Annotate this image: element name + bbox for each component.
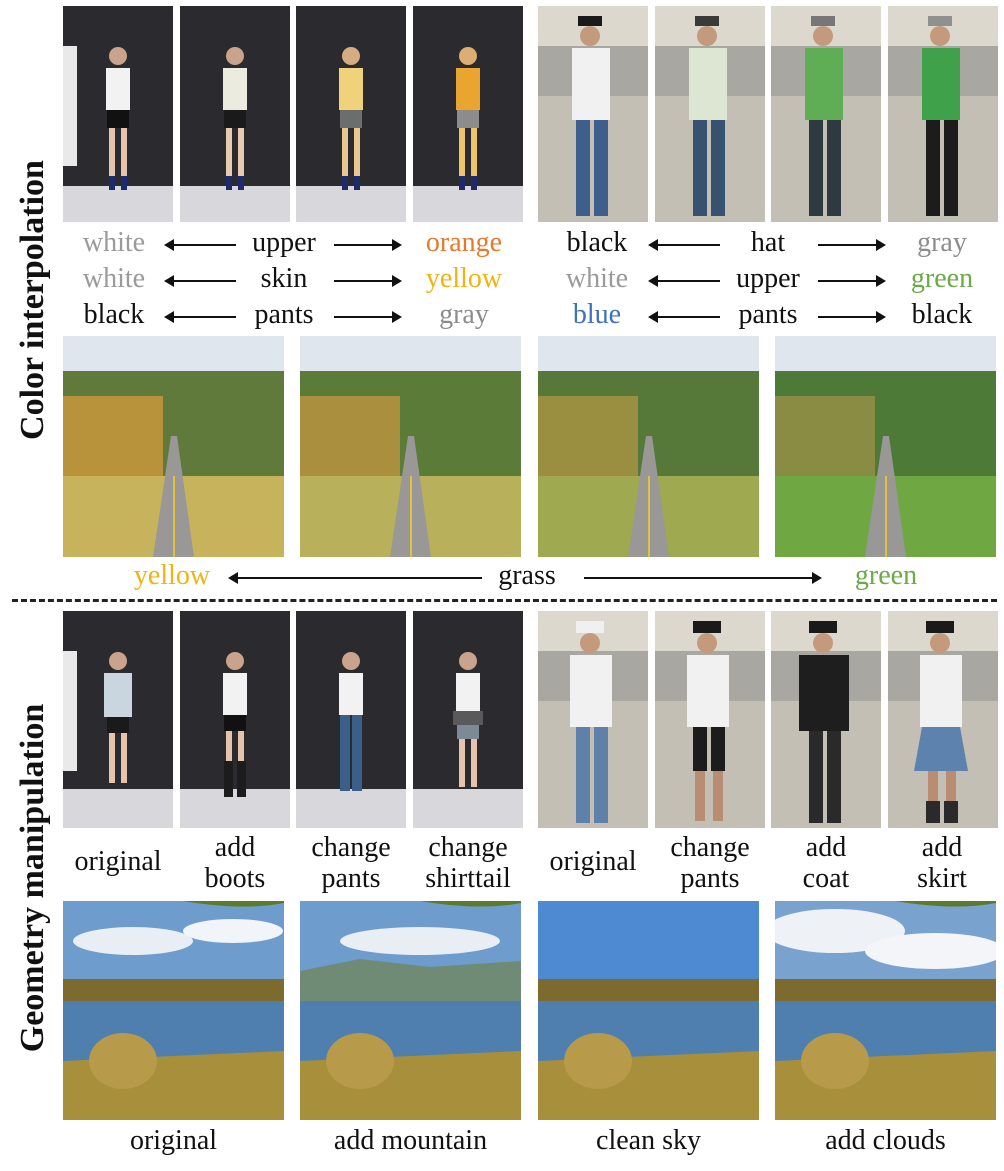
geometry-manipulation-label: Geometry manipulation <box>14 703 51 1053</box>
lake-frame-3 <box>538 901 759 1120</box>
man-geo-frame-1 <box>538 611 648 828</box>
lake-caption-1: original <box>129 1125 218 1156</box>
road-row-arrow-left <box>228 572 482 584</box>
girl-row-1-arrow-right <box>334 239 402 251</box>
lake-caption-2: add mountain <box>333 1125 488 1156</box>
man-geo-caption-1: original <box>549 846 637 877</box>
girl-geo-caption-3: change pants <box>311 832 391 894</box>
lake-caption-3: clean sky <box>596 1125 701 1156</box>
road-row-mid: grass <box>498 560 556 591</box>
man-row-1-right: gray <box>917 227 967 258</box>
road-frame-3 <box>538 336 759 557</box>
girl-row-3-left: black <box>83 299 145 330</box>
man-row-2-left: white <box>565 263 629 294</box>
man-row-3-mid: pants <box>738 299 798 330</box>
girl-row-3-right: gray <box>439 299 489 330</box>
girl-row-1-arrow-left <box>164 239 236 251</box>
road-frame-4 <box>775 336 996 557</box>
man-geo-caption-3: add coat <box>802 832 850 894</box>
girl-row-3-arrow-left <box>164 311 236 323</box>
man-row-1-arrow-right <box>818 239 886 251</box>
girl-frame-1 <box>63 6 173 222</box>
man-geo-caption-2: change pants <box>670 832 750 894</box>
girl-row-3-mid: pants <box>254 299 314 330</box>
girl-row-3-arrow-right <box>334 311 402 323</box>
girl-geo-frame-4 <box>413 611 523 828</box>
road-row-left: yellow <box>133 560 211 591</box>
man-row-3-right: black <box>911 299 973 330</box>
man-frame-1 <box>538 6 648 222</box>
man-row-3-arrow-right <box>818 311 886 323</box>
girl-row-2-mid: skin <box>260 263 308 294</box>
man-frame-4 <box>888 6 998 222</box>
man-row-1-left: black <box>566 227 628 258</box>
girl-row-2-left: white <box>82 263 146 294</box>
lake-caption-4: add clouds <box>825 1125 946 1156</box>
man-row-3-arrow-left <box>648 311 720 323</box>
road-frame-2 <box>300 336 521 557</box>
man-row-1-mid: hat <box>750 227 786 258</box>
man-row-2-arrow-right <box>818 275 886 287</box>
girl-geo-caption-1: original <box>74 846 162 877</box>
section-divider <box>12 599 997 602</box>
man-geo-caption-4: add skirt <box>917 832 967 894</box>
lake-frame-2 <box>300 901 521 1120</box>
girl-row-2-arrow-right <box>334 275 402 287</box>
man-geo-frame-3 <box>771 611 881 828</box>
girl-geo-frame-3 <box>296 611 406 828</box>
girl-frame-2 <box>180 6 290 222</box>
man-frame-3 <box>771 6 881 222</box>
lake-frame-4 <box>775 901 996 1120</box>
girl-row-2-right: yellow <box>425 263 503 294</box>
road-row-right: green <box>854 560 918 591</box>
color-interpolation-label: Color interpolation <box>14 160 51 440</box>
man-geo-frame-2 <box>655 611 765 828</box>
man-geo-frame-4 <box>888 611 998 828</box>
girl-frame-4 <box>413 6 523 222</box>
lake-frame-1 <box>63 901 284 1120</box>
road-row-arrow-right <box>584 572 822 584</box>
man-frame-2 <box>655 6 765 222</box>
girl-row-1-left: white <box>82 227 146 258</box>
man-row-1-arrow-left <box>648 239 720 251</box>
man-row-3-left: blue <box>572 299 622 330</box>
girl-geo-caption-2: add boots <box>204 832 266 894</box>
girl-row-2-arrow-left <box>164 275 236 287</box>
girl-row-1-mid: upper <box>252 227 316 258</box>
girl-frame-3 <box>296 6 406 222</box>
man-row-2-right: green <box>910 263 974 294</box>
girl-row-1-right: orange <box>425 227 503 258</box>
road-frame-1 <box>63 336 284 557</box>
girl-geo-frame-1 <box>63 611 173 828</box>
man-row-2-mid: upper <box>736 263 800 294</box>
girl-geo-caption-4: change shirttail <box>425 832 511 894</box>
girl-geo-frame-2 <box>180 611 290 828</box>
man-row-2-arrow-left <box>648 275 720 287</box>
